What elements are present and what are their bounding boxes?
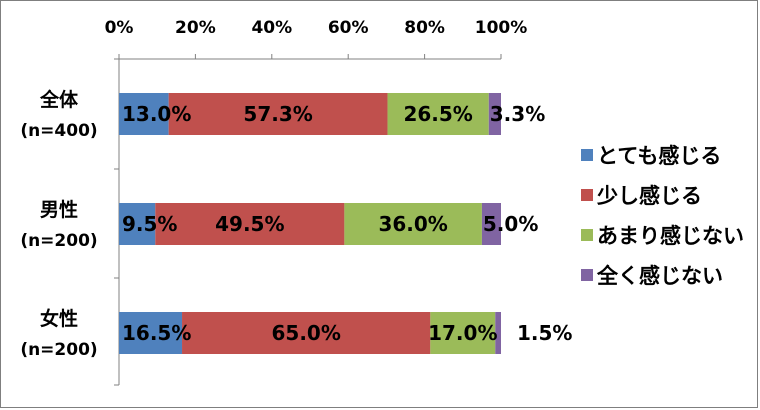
bar-2-1 (182, 312, 431, 354)
legend-item-2: あまり感じない (581, 215, 744, 255)
x-tick-label-5: 100% (475, 18, 528, 38)
x-tick-label-2: 40% (251, 18, 292, 38)
data-label-1-1: 49.5% (215, 212, 284, 236)
data-label-0-2: 26.5% (403, 102, 472, 126)
bar-2-0 (119, 312, 183, 354)
legend-label-0: とても感じる (597, 144, 722, 168)
category-n-label-1: (n=200) (20, 231, 97, 251)
data-label-2-3: 1.5% (517, 321, 572, 345)
category-label-2: 女性 (40, 307, 78, 330)
bar-0-1 (168, 93, 388, 135)
legend-item-3: 全く感じない (581, 255, 744, 295)
bar-1-1 (155, 203, 345, 245)
legend-swatch-2 (581, 229, 593, 241)
data-label-0-0: 13.0% (122, 102, 191, 126)
data-label-0-3: 3.3% (490, 102, 545, 126)
x-tick-label-0: 0% (105, 18, 134, 38)
category-n-label-2: (n=200) (20, 340, 97, 360)
data-label-2-0: 16.5% (122, 321, 191, 345)
category-label-1: 男性 (40, 198, 78, 221)
data-label-1-0: 9.5% (122, 212, 177, 236)
bar-0-2 (387, 93, 489, 135)
legend-item-1: 少し感じる (581, 175, 744, 215)
bar-1-3 (481, 203, 501, 245)
bar-1-2 (344, 203, 482, 245)
bar-2-3 (495, 312, 501, 354)
data-label-1-2: 36.0% (378, 212, 447, 236)
legend-label-1: 少し感じる (597, 184, 702, 208)
data-label-1-3: 5.0% (483, 212, 538, 236)
legend-item-0: とても感じる (581, 135, 744, 175)
data-label-2-1: 65.0% (271, 321, 340, 345)
x-tick-label-3: 60% (328, 18, 369, 38)
bar-1-0 (119, 203, 156, 245)
legend-swatch-3 (581, 269, 593, 281)
data-label-0-1: 57.3% (243, 102, 312, 126)
data-label-2-2: 17.0% (428, 321, 497, 345)
legend-swatch-0 (581, 149, 593, 161)
bar-0-0 (119, 93, 169, 135)
x-tick-label-1: 20% (175, 18, 216, 38)
category-label-0: 全体 (39, 88, 79, 111)
legend: とても感じる 少し感じる あまり感じない 全く感じない (581, 135, 744, 295)
x-tick-label-4: 80% (404, 18, 445, 38)
legend-label-2: あまり感じない (597, 224, 744, 248)
bar-2-2 (430, 312, 496, 354)
bar-0-3 (488, 93, 501, 135)
legend-label-3: 全く感じない (597, 264, 723, 288)
legend-swatch-1 (581, 189, 593, 201)
category-n-label-0: (n=400) (20, 121, 97, 141)
